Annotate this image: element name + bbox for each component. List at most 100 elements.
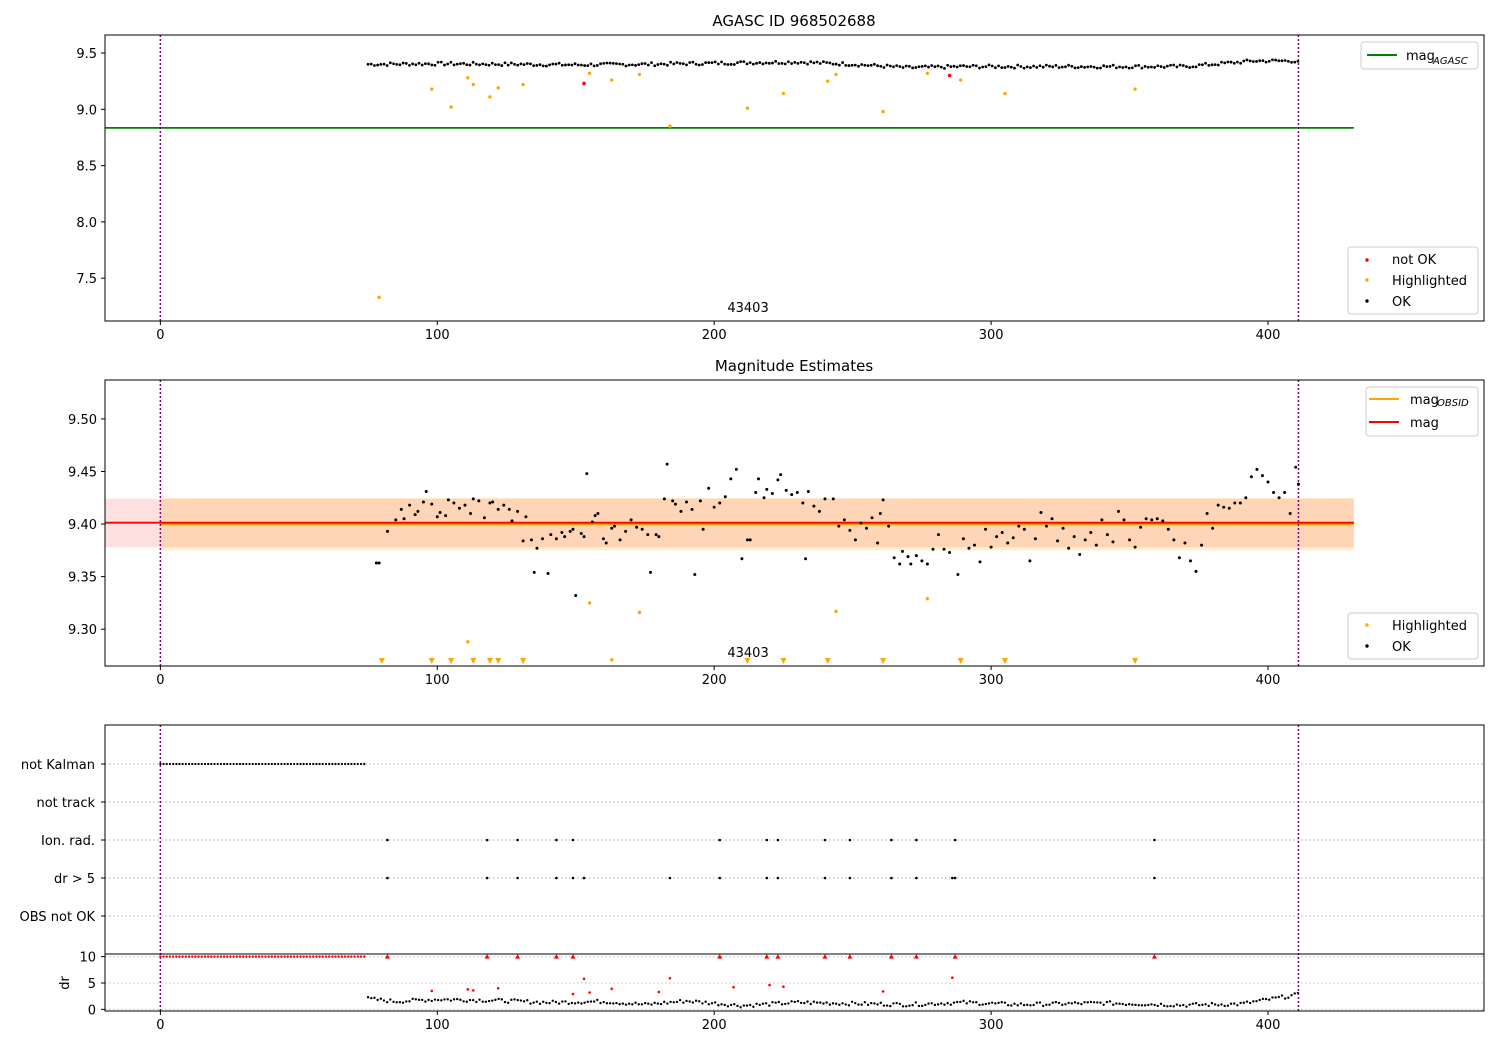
- dr-ok-point: [809, 1002, 812, 1006]
- magnitude-ok-point: [1266, 480, 1270, 484]
- agasc-ok-point: [653, 64, 657, 68]
- magnitude-ok-point: [995, 535, 999, 539]
- agasc-ok-point: [697, 63, 701, 67]
- magnitude-ok-point: [770, 492, 774, 496]
- magnitude-ok-point: [936, 533, 940, 537]
- agasc-ok-point: [962, 64, 965, 67]
- dr-ok-point: [787, 1002, 790, 1005]
- agasc-panel-title: AGASC ID 968502688: [712, 12, 875, 30]
- agasc-ok-point: [678, 62, 682, 65]
- dr-ok-point: [567, 1002, 570, 1006]
- agasc-ok-point: [1220, 60, 1223, 64]
- not-kalman-point: [159, 762, 162, 766]
- dr-ok-point: [1248, 1001, 1252, 1005]
- magnitude-ok-point: [779, 473, 783, 477]
- dr-capped-point: [210, 955, 213, 958]
- magnitude-ok-point: [864, 526, 868, 530]
- dr-ok-point: [755, 1002, 758, 1005]
- agasc-ok-point: [841, 61, 844, 64]
- magnitude-ok-point: [1122, 518, 1126, 522]
- agasc-ok-point: [618, 62, 622, 66]
- magnitude-ok-point: [1078, 553, 1082, 557]
- agasc-ok-point: [1197, 63, 1201, 67]
- dr-ok-point: [602, 1000, 605, 1004]
- dr-ok-point: [803, 1001, 806, 1005]
- magnitude-ok-point: [593, 514, 597, 518]
- ion-rad-point: [718, 838, 722, 842]
- agasc-highlighted-point: [488, 95, 492, 99]
- magnitude-ok-point: [1011, 536, 1015, 540]
- dr-capped-point: [273, 955, 277, 958]
- magnitude-ok-point: [948, 550, 952, 554]
- agasc-highlighted-point: [881, 109, 885, 114]
- not-kalman-point: [191, 762, 194, 766]
- dr-ok-point: [1032, 1003, 1035, 1007]
- magnitude-ok-point: [1033, 537, 1037, 541]
- magnitude-ok-point: [662, 497, 666, 501]
- dr-capped-point: [178, 955, 181, 958]
- agasc-ok-point: [1067, 63, 1071, 67]
- dr-ok-point: [777, 1000, 781, 1004]
- not-kalman-point: [312, 762, 315, 766]
- agasc-highlighted-point: [449, 105, 453, 109]
- magnitude-ok-point: [604, 541, 608, 545]
- dr-ok-point: [822, 1002, 825, 1005]
- magnitude-below-range-marker: [880, 658, 887, 664]
- dr-ok-point: [819, 1001, 822, 1004]
- magnitude-ok-point: [1288, 512, 1292, 516]
- agasc-ok-point: [866, 64, 870, 68]
- magnitude-ok-point: [718, 501, 722, 505]
- magnitude-ok-point: [1155, 517, 1159, 521]
- agasc-ok-point: [669, 60, 672, 64]
- dr-ok-point: [570, 1001, 574, 1005]
- dr-ok-point: [975, 1001, 978, 1004]
- magnitude-ok-point: [469, 512, 473, 516]
- agasc-ok-point: [933, 65, 937, 69]
- dr-ok-point: [854, 1001, 857, 1005]
- agasc-ok-point: [901, 66, 905, 69]
- magnitude-ok-point: [618, 538, 622, 542]
- dr-ok-point: [879, 1001, 882, 1005]
- magnitude-ok-point: [374, 561, 378, 565]
- dr-capped-point: [238, 955, 242, 958]
- agasc-ok-point: [497, 63, 501, 67]
- magnitude-ok-point: [876, 541, 880, 545]
- magnitude-ok-point: [413, 513, 417, 517]
- agasc-ok-point: [847, 64, 851, 67]
- magnitude-ok-point: [1044, 524, 1048, 528]
- magnitude-ok-point: [740, 557, 744, 561]
- dr-ok-point: [656, 1002, 660, 1005]
- agasc-ok-point: [478, 63, 481, 67]
- not-kalman-point: [226, 762, 229, 766]
- agasc-ok-point: [395, 62, 399, 66]
- dr-ok-point: [1083, 1001, 1086, 1004]
- not-kalman-point: [257, 762, 261, 766]
- dr-ok-point: [991, 1001, 994, 1004]
- magnitude-ok-point: [1139, 525, 1143, 529]
- dr-red-point: [582, 977, 586, 981]
- magnitude-ok-point: [457, 506, 461, 510]
- dr-gt5-point: [582, 876, 586, 880]
- agasc-ok-point: [825, 61, 829, 64]
- agasc-ok-point: [828, 61, 832, 65]
- agasc-ok-point: [758, 61, 762, 64]
- agasc-ok-point: [1255, 60, 1258, 63]
- dr-ok-point: [672, 1001, 675, 1004]
- dr-ok-point: [1096, 1001, 1099, 1004]
- dr-gt5-point: [765, 876, 769, 880]
- agasc-ok-point: [1083, 65, 1086, 69]
- magnitude-ok-point: [452, 501, 456, 505]
- agasc-highlighted-point: [826, 79, 830, 83]
- dr-capped-point: [292, 955, 296, 958]
- agasc-ok-point: [761, 62, 765, 66]
- agasc-ok-point: [459, 62, 462, 66]
- magnitude-ok-point: [549, 533, 553, 537]
- agasc-highlighted-point: [466, 76, 470, 80]
- magnitude-ok-point: [535, 546, 539, 550]
- dr-ok-point: [481, 1000, 484, 1003]
- agasc-ok-point: [831, 62, 835, 66]
- magnitude-ok-point: [579, 532, 583, 536]
- agasc-ok-point: [1143, 65, 1147, 68]
- dr-ok-point: [1013, 1002, 1016, 1006]
- dr-red-point: [430, 989, 434, 993]
